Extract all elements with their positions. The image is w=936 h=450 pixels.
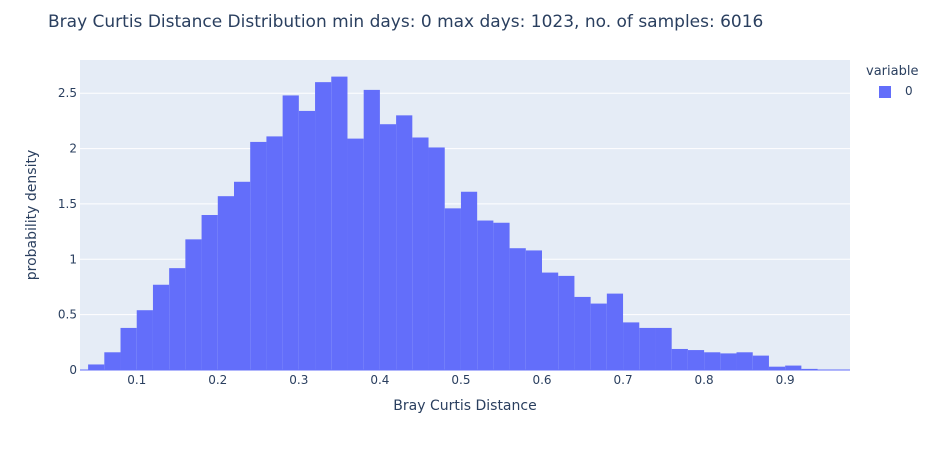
histogram-bars: [88, 76, 818, 371]
histogram-bar[interactable]: [752, 355, 769, 370]
histogram-bar[interactable]: [266, 136, 283, 370]
x-tick-label: 0.8: [695, 373, 714, 387]
y-tick-label: 0.5: [58, 308, 77, 322]
y-tick-label: 0: [69, 363, 77, 377]
x-tick-label: 0.7: [614, 373, 633, 387]
chart-title: Bray Curtis Distance Distribution min da…: [48, 12, 764, 32]
legend: variable 0: [866, 64, 919, 98]
x-tick-label: 0.3: [289, 373, 308, 387]
y-tick-label: 2.5: [58, 86, 77, 100]
histogram-bar[interactable]: [687, 350, 705, 370]
legend-title: variable: [866, 64, 919, 79]
histogram-bar[interactable]: [201, 215, 218, 370]
histogram-bar[interactable]: [704, 352, 721, 370]
histogram-bar[interactable]: [509, 248, 526, 370]
x-tick-label: 0.2: [208, 373, 227, 387]
x-tick-label: 0.5: [451, 373, 470, 387]
histogram-bar[interactable]: [396, 115, 413, 370]
histogram-bar[interactable]: [606, 293, 624, 370]
histogram-bar[interactable]: [542, 272, 559, 370]
x-tick-label: 0.1: [127, 373, 146, 387]
histogram-bar[interactable]: [801, 368, 818, 370]
histogram-bar[interactable]: [185, 239, 202, 370]
histogram-bar[interactable]: [169, 268, 186, 370]
histogram-bar[interactable]: [639, 327, 656, 370]
histogram-bar[interactable]: [88, 364, 105, 370]
histogram-bar[interactable]: [720, 353, 737, 370]
histogram-bar[interactable]: [282, 95, 299, 370]
y-tick-label: 1.5: [58, 197, 77, 211]
histogram-bar[interactable]: [428, 147, 445, 370]
histogram-bar[interactable]: [298, 110, 316, 370]
histogram-bar[interactable]: [315, 82, 332, 371]
histogram-bar[interactable]: [347, 138, 364, 370]
histogram-bar[interactable]: [444, 208, 461, 370]
histogram-bar[interactable]: [623, 322, 640, 370]
x-tick-label: 0.6: [532, 373, 551, 387]
histogram-bar[interactable]: [152, 284, 170, 370]
histogram-bar[interactable]: [217, 196, 234, 370]
x-axis-ticks: 0.1 0.2 0.3 0.4 0.5 0.6 0.7 0.8 0.9: [127, 373, 795, 387]
histogram-bar[interactable]: [768, 366, 786, 370]
histogram-bar[interactable]: [379, 124, 397, 370]
histogram-bar[interactable]: [331, 76, 348, 370]
histogram-bar[interactable]: [736, 352, 753, 370]
histogram-bar[interactable]: [574, 296, 591, 370]
x-tick-label: 0.4: [370, 373, 389, 387]
histogram-bar[interactable]: [136, 310, 153, 370]
histogram-bar[interactable]: [363, 89, 380, 371]
histogram-bar[interactable]: [671, 348, 688, 370]
x-tick-label: 0.9: [776, 373, 795, 387]
histogram-bar[interactable]: [655, 327, 672, 370]
histogram-bar[interactable]: [590, 303, 607, 370]
histogram-bar[interactable]: [785, 365, 802, 370]
histogram-bar[interactable]: [460, 191, 478, 370]
histogram-bar[interactable]: [250, 141, 267, 370]
x-axis-label: Bray Curtis Distance: [393, 398, 536, 414]
y-tick-label: 2: [69, 142, 77, 156]
histogram-bar[interactable]: [120, 327, 137, 370]
histogram-bar[interactable]: [234, 181, 251, 370]
y-tick-label: 1: [69, 252, 77, 266]
legend-label: 0: [905, 84, 913, 98]
histogram-bar[interactable]: [477, 220, 494, 370]
histogram-bar[interactable]: [493, 222, 510, 370]
y-axis-ticks: 0 0.5 1 1.5 2 2.5: [58, 86, 77, 377]
histogram-bar[interactable]: [525, 250, 542, 370]
legend-swatch: [879, 86, 891, 98]
histogram-bar[interactable]: [558, 275, 575, 370]
legend-item[interactable]: 0: [879, 84, 936, 101]
histogram-bar[interactable]: [412, 137, 429, 371]
histogram-bar[interactable]: [104, 352, 121, 370]
y-axis-label: probability density: [24, 150, 40, 280]
